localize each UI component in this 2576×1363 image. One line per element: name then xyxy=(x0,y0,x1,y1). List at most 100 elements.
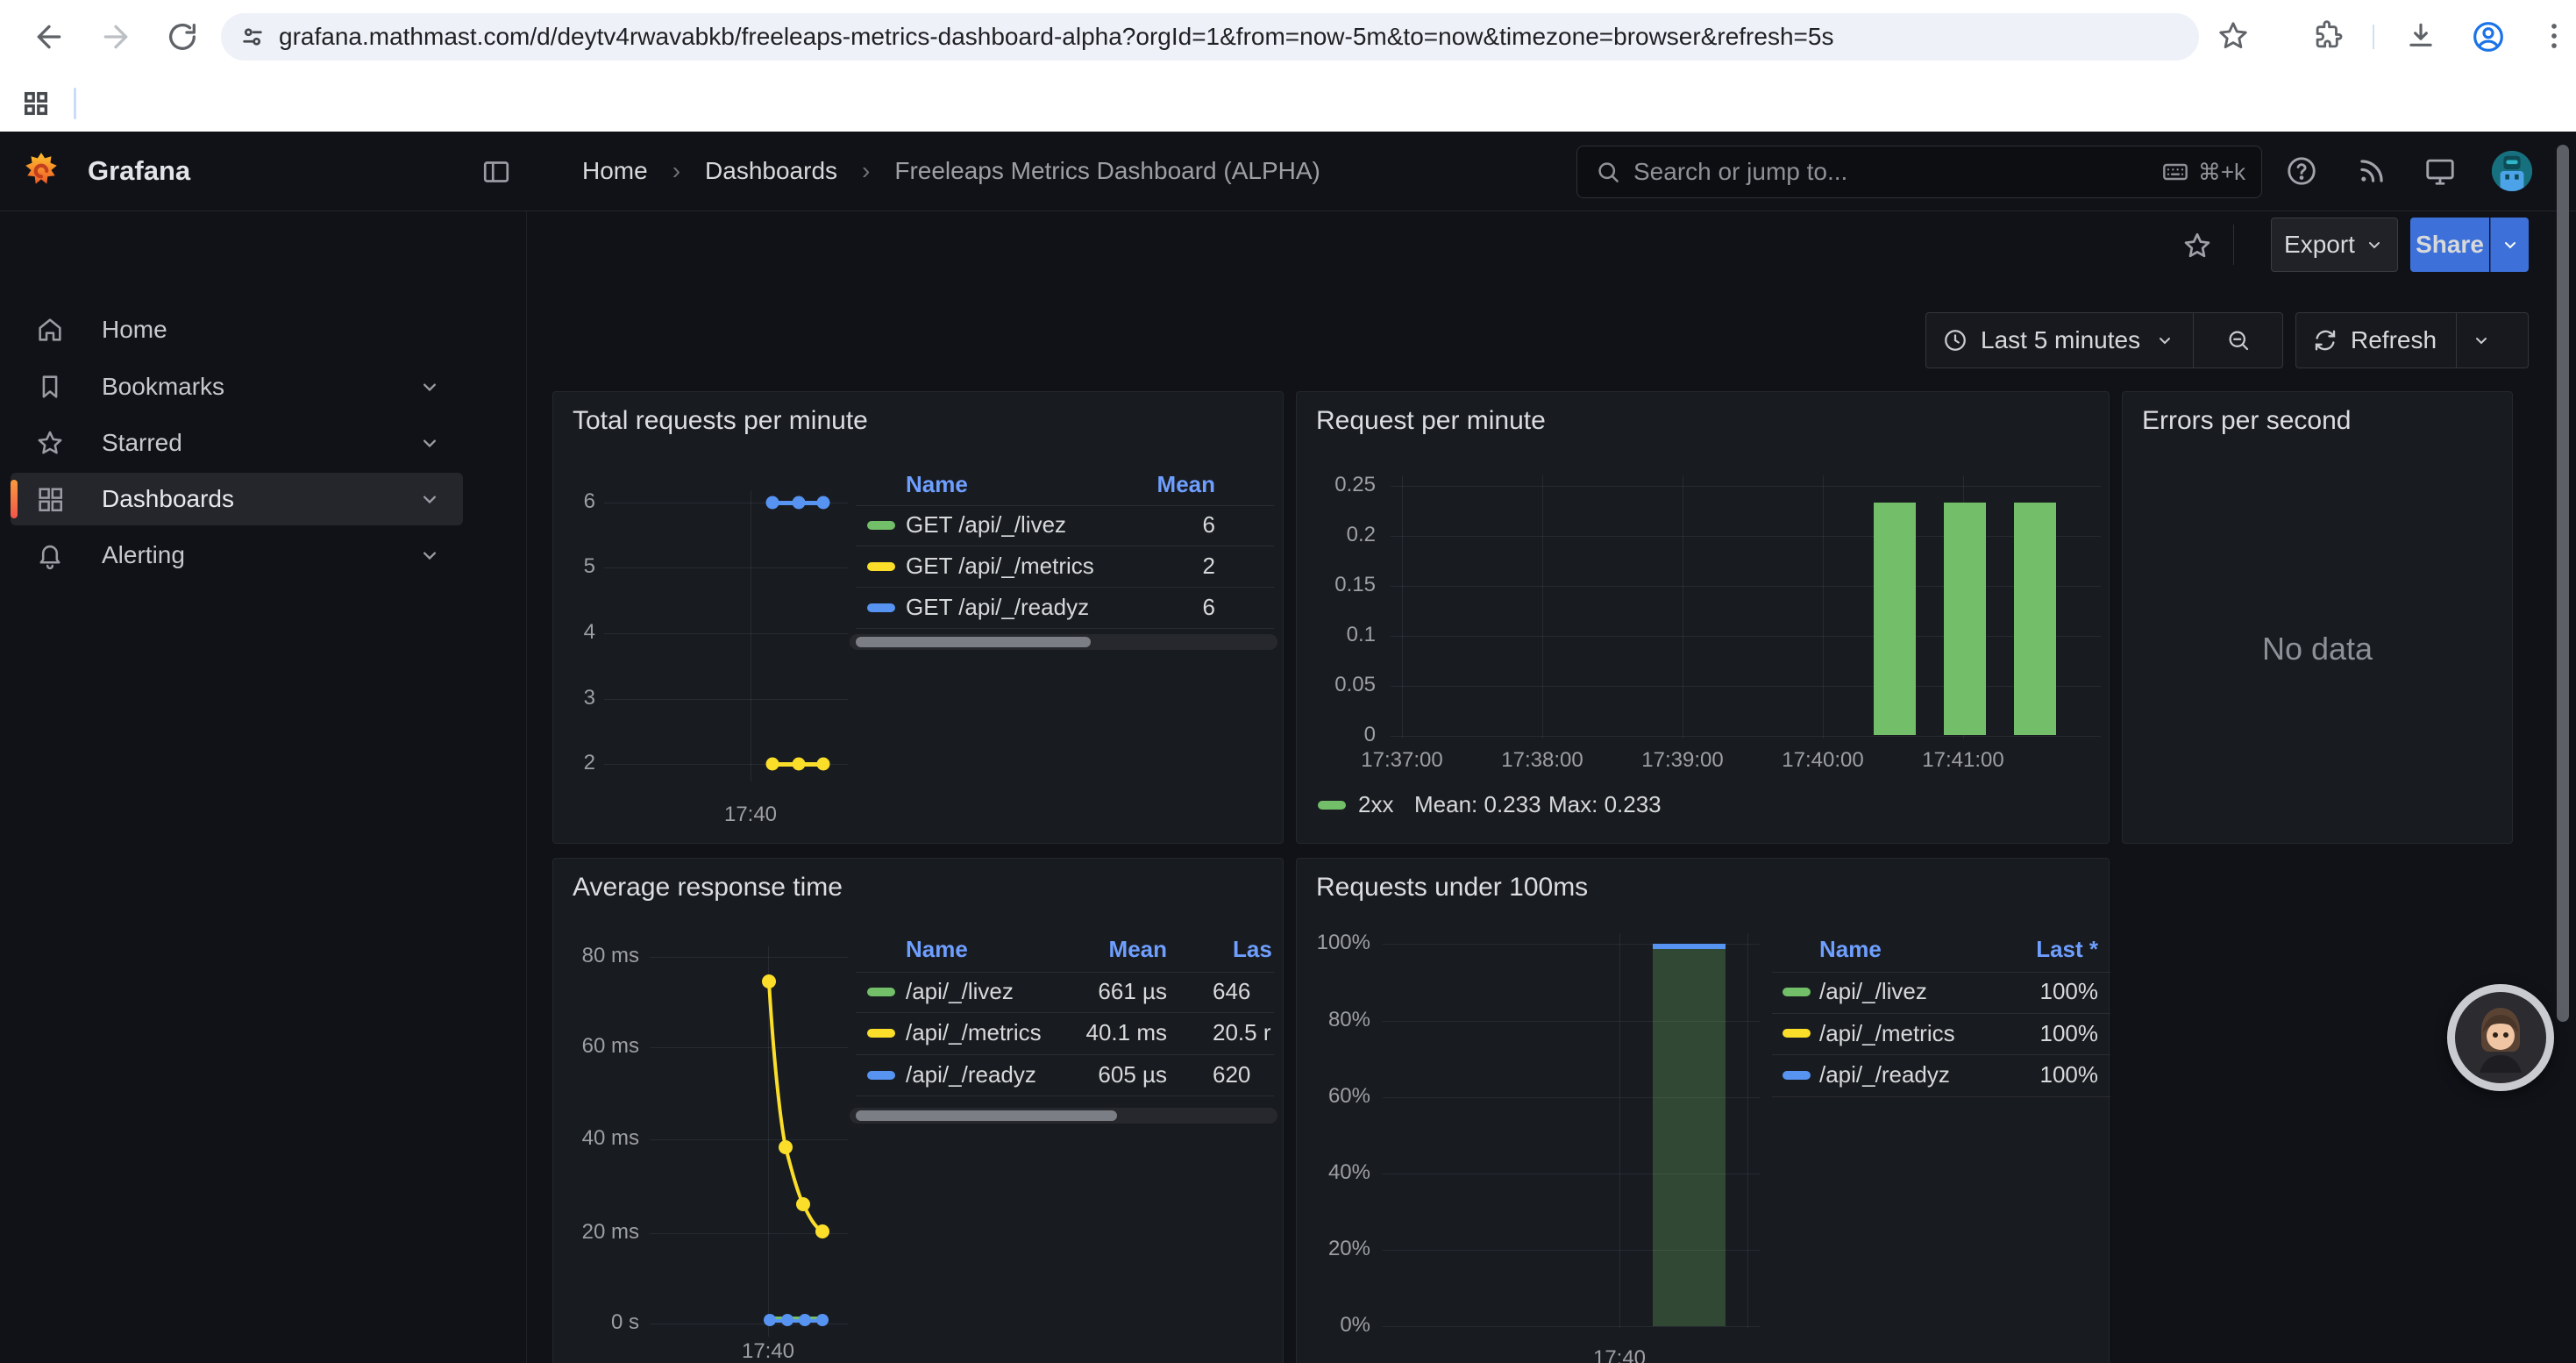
sidebar-item-home[interactable]: Home xyxy=(11,303,463,356)
time-range-label[interactable]: Last 5 minutes xyxy=(1981,326,2140,354)
legend-value: 646 xyxy=(1213,978,1250,1005)
legend-col-name[interactable]: Name xyxy=(906,936,968,963)
gridline xyxy=(1747,933,1748,1328)
legend-col-last[interactable]: Last * xyxy=(1963,936,2098,963)
data-point xyxy=(781,1314,793,1326)
gridline xyxy=(1391,586,2101,587)
bar-2xx xyxy=(1944,503,1986,735)
news-rss-icon[interactable] xyxy=(2355,154,2388,188)
chevron-down-icon[interactable] xyxy=(417,543,442,567)
extensions-icon[interactable] xyxy=(2311,19,2346,54)
legend-swatch-livez[interactable] xyxy=(1783,988,1811,996)
bookmark-star-icon[interactable] xyxy=(2217,19,2252,54)
download-icon[interactable] xyxy=(2404,19,2439,54)
apps-grid-icon[interactable] xyxy=(21,89,51,118)
sidebar-toggle-icon[interactable] xyxy=(480,156,512,188)
panel-title[interactable]: Requests under 100ms xyxy=(1316,873,1588,903)
legend-swatch-metrics[interactable] xyxy=(867,1029,895,1038)
tune-icon[interactable] xyxy=(240,25,265,49)
panel-under-100ms[interactable]: Requests under 100ms 100% 80% 60% 40% 20… xyxy=(1296,858,2110,1363)
legend-name[interactable]: /api/_/livez xyxy=(1819,978,1927,1005)
data-point xyxy=(793,758,806,771)
legend-swatch-readyz[interactable] xyxy=(867,1071,895,1080)
legend-name[interactable]: /api/_/livez xyxy=(906,978,1014,1005)
grafana-logo[interactable] xyxy=(21,151,61,191)
panel-title[interactable]: Request per minute xyxy=(1316,406,1546,436)
panel-request-per-minute[interactable]: Request per minute 0.25 0.2 0.15 0.1 0.0… xyxy=(1296,391,2110,844)
legend-swatch-metrics[interactable] xyxy=(867,562,895,571)
gridline xyxy=(1391,536,2101,537)
gridline xyxy=(604,633,848,634)
avatar-image xyxy=(2455,992,2546,1083)
legend-col-mean[interactable]: Mean xyxy=(1079,471,1215,498)
gridline xyxy=(1823,475,1824,739)
panel-title[interactable]: Total requests per minute xyxy=(573,406,868,436)
export-button[interactable]: Export xyxy=(2271,218,2398,272)
chevron-down-icon[interactable] xyxy=(417,487,442,511)
legend-name[interactable]: GET /api/_/metrics xyxy=(906,553,1094,580)
help-icon[interactable] xyxy=(2285,154,2318,188)
legend-divider xyxy=(856,587,1274,588)
scrollbar-thumb[interactable] xyxy=(2557,145,2569,1022)
panel-title[interactable]: Errors per second xyxy=(2142,406,2351,436)
y-tick: 0.15 xyxy=(1297,573,1376,597)
legend-swatch-readyz[interactable] xyxy=(1783,1071,1811,1080)
legend-col-mean[interactable]: Mean xyxy=(1044,936,1167,963)
panel-errors-per-second[interactable]: Errors per second No data xyxy=(2122,391,2513,844)
sidebar-item-label: Home xyxy=(102,316,167,344)
legend-swatch-livez[interactable] xyxy=(867,988,895,996)
sidebar-item-label: Starred xyxy=(102,429,182,457)
legend-name[interactable]: 2xx xyxy=(1358,791,1393,818)
legend-swatch-livez[interactable] xyxy=(867,521,895,530)
share-dropdown-button[interactable] xyxy=(2490,218,2529,272)
back-icon[interactable] xyxy=(32,19,67,54)
legend-value: 100% xyxy=(1963,978,2098,1005)
breadcrumb-home[interactable]: Home xyxy=(582,157,648,185)
profile-icon[interactable] xyxy=(2471,19,2506,54)
y-tick: 2 xyxy=(553,751,595,775)
data-point xyxy=(816,1314,829,1326)
legend-swatch-metrics[interactable] xyxy=(1783,1029,1811,1038)
sidebar-item-alerting[interactable]: Alerting xyxy=(11,529,463,582)
legend-name[interactable]: /api/_/metrics xyxy=(1819,1020,1955,1047)
legend-name[interactable]: /api/_/readyz xyxy=(906,1061,1036,1088)
refresh-interval-chevron-icon[interactable] xyxy=(2457,330,2506,351)
breadcrumb-dashboards[interactable]: Dashboards xyxy=(705,157,837,185)
search-input[interactable]: Search or jump to... ⌘+k xyxy=(1576,146,2262,198)
legend-hscrollbar-thumb[interactable] xyxy=(856,1110,1117,1121)
browser-menu-icon[interactable] xyxy=(2537,19,2572,54)
sidebar-item-label: Bookmarks xyxy=(102,373,224,401)
legend-max-stat: Max: 0.233 xyxy=(1548,791,1662,818)
user-avatar[interactable] xyxy=(2492,151,2532,191)
legend-name[interactable]: /api/_/readyz xyxy=(1819,1061,1950,1088)
refresh-label[interactable]: Refresh xyxy=(2351,326,2437,354)
legend-hscrollbar-thumb[interactable] xyxy=(856,637,1091,647)
chevron-down-icon[interactable] xyxy=(417,431,442,455)
legend-swatch-readyz[interactable] xyxy=(867,603,895,612)
legend-swatch-2xx[interactable] xyxy=(1318,801,1346,810)
panel-avg-response-time[interactable]: Average response time 80 ms 60 ms 40 ms … xyxy=(552,858,1284,1363)
legend-name[interactable]: GET /api/_/livez xyxy=(906,511,1066,539)
chevron-down-icon[interactable] xyxy=(417,375,442,399)
sidebar-item-bookmarks[interactable]: Bookmarks xyxy=(11,360,463,413)
forward-icon[interactable] xyxy=(98,19,133,54)
legend-divider xyxy=(856,628,1274,629)
bar-2xx xyxy=(2014,503,2056,735)
url-text[interactable]: grafana.mathmast.com/d/deytv4rwavabkb/fr… xyxy=(279,23,1833,51)
legend-col-name[interactable]: Name xyxy=(1819,936,1882,963)
legend-col-name[interactable]: Name xyxy=(906,471,968,498)
sidebar-item-dashboards[interactable]: Dashboards xyxy=(11,473,463,525)
sidebar-item-starred[interactable]: Starred xyxy=(11,417,463,469)
panel-total-requests[interactable]: Total requests per minute 6 5 4 3 2 17:4… xyxy=(552,391,1284,844)
legend-name[interactable]: GET /api/_/readyz xyxy=(906,594,1089,621)
clock-icon xyxy=(1942,327,1968,353)
legend-col-last[interactable]: Las xyxy=(1233,936,1272,963)
legend-name[interactable]: /api/_/metrics xyxy=(906,1019,1042,1046)
monitor-icon[interactable] xyxy=(2423,154,2457,188)
floating-avatar[interactable] xyxy=(2447,984,2554,1091)
reload-icon[interactable] xyxy=(165,19,200,54)
favorite-star-icon[interactable] xyxy=(2181,230,2213,261)
share-button[interactable]: Share xyxy=(2410,218,2489,272)
zoom-out-icon[interactable] xyxy=(2208,327,2269,353)
y-tick: 60% xyxy=(1297,1084,1370,1109)
